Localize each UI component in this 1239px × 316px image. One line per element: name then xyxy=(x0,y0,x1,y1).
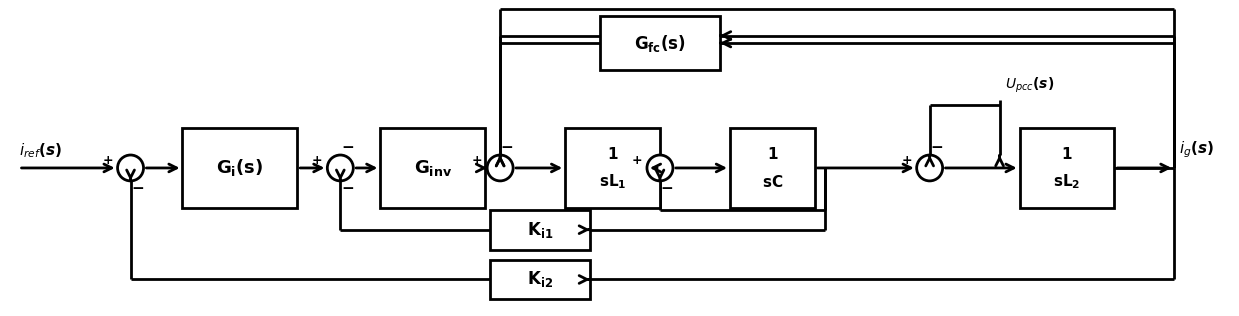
Text: +: + xyxy=(103,155,113,167)
Circle shape xyxy=(327,155,353,181)
Circle shape xyxy=(917,155,943,181)
FancyBboxPatch shape xyxy=(600,15,720,70)
Text: +: + xyxy=(472,155,482,167)
Text: −: − xyxy=(660,181,673,196)
Text: +: + xyxy=(312,155,322,167)
FancyBboxPatch shape xyxy=(730,128,815,208)
Text: +: + xyxy=(632,155,642,167)
Text: −: − xyxy=(341,181,353,196)
Text: −: − xyxy=(930,140,943,155)
FancyBboxPatch shape xyxy=(491,210,590,250)
Text: $\boldsymbol{U_{pcc}}$$\boldsymbol{(s)}$: $\boldsymbol{U_{pcc}}$$\boldsymbol{(s)}$ xyxy=(1005,76,1053,95)
Text: $\mathbf{K_{i2}}$: $\mathbf{K_{i2}}$ xyxy=(527,270,553,289)
Text: −: − xyxy=(131,181,144,196)
Circle shape xyxy=(118,155,144,181)
Text: $\mathbf{G_i(s)}$: $\mathbf{G_i(s)}$ xyxy=(216,157,264,179)
Text: $\mathbf{G_{fc}(s)}$: $\mathbf{G_{fc}(s)}$ xyxy=(634,33,686,53)
FancyBboxPatch shape xyxy=(1020,128,1114,208)
Text: $\mathbf{1}$: $\mathbf{1}$ xyxy=(1062,146,1073,162)
Text: $\mathbf{G_{inv}}$: $\mathbf{G_{inv}}$ xyxy=(414,158,452,178)
Text: $\mathbf{sL_2}$: $\mathbf{sL_2}$ xyxy=(1053,173,1080,191)
FancyBboxPatch shape xyxy=(380,128,486,208)
Text: $\mathbf{K_{i1}}$: $\mathbf{K_{i1}}$ xyxy=(527,220,554,240)
FancyBboxPatch shape xyxy=(491,259,590,299)
Text: $\mathbf{sC}$: $\mathbf{sC}$ xyxy=(762,174,783,190)
Text: −: − xyxy=(501,140,513,155)
Text: $\boldsymbol{i_g}$$\boldsymbol{(s)}$: $\boldsymbol{i_g}$$\boldsymbol{(s)}$ xyxy=(1180,139,1214,160)
FancyBboxPatch shape xyxy=(182,128,297,208)
Text: $\mathbf{1}$: $\mathbf{1}$ xyxy=(767,146,778,162)
FancyBboxPatch shape xyxy=(565,128,660,208)
Text: −: − xyxy=(341,140,353,155)
Circle shape xyxy=(647,155,673,181)
Text: $\mathbf{sL_1}$: $\mathbf{sL_1}$ xyxy=(598,173,626,191)
Text: $\mathbf{1}$: $\mathbf{1}$ xyxy=(607,146,618,162)
Text: $\boldsymbol{i_{ref}}$$\boldsymbol{(s)}$: $\boldsymbol{i_{ref}}$$\boldsymbol{(s)}$ xyxy=(19,141,62,160)
Text: +: + xyxy=(901,155,912,167)
Circle shape xyxy=(487,155,513,181)
